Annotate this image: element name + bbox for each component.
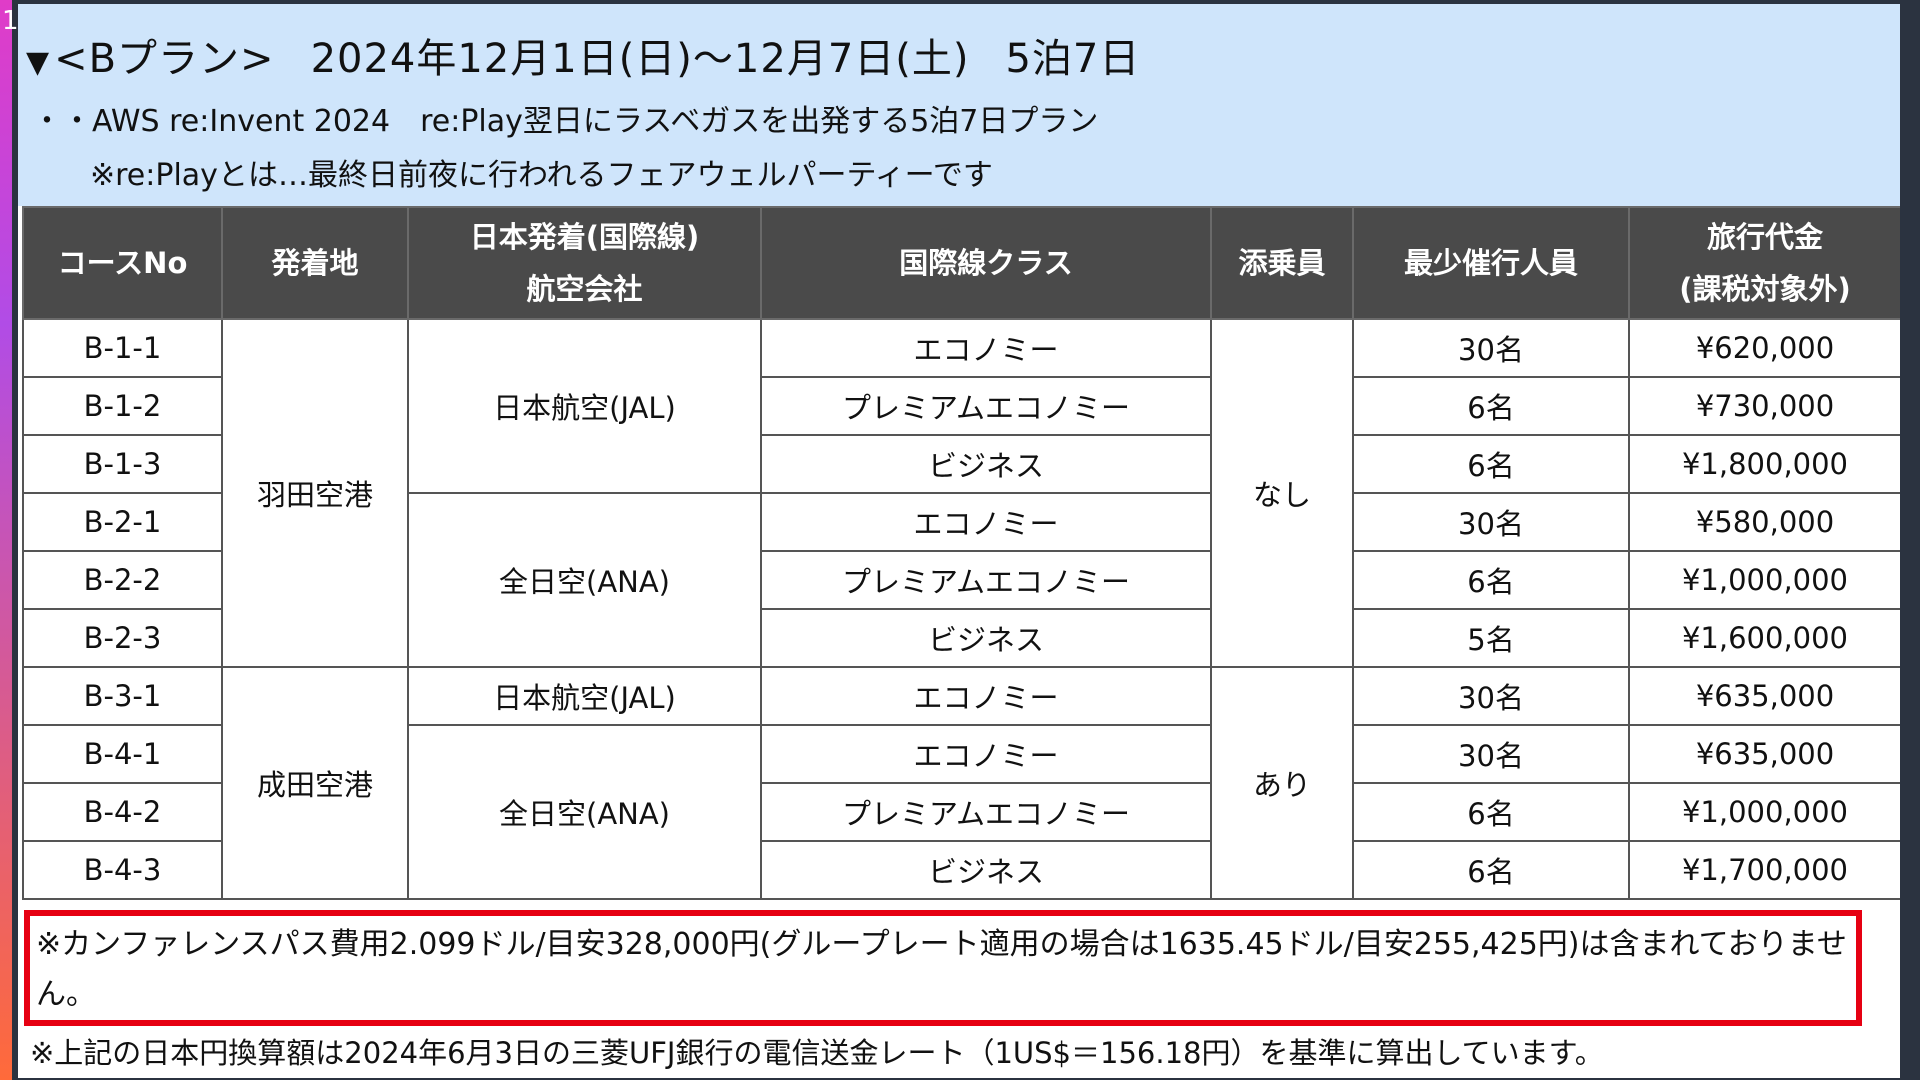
price-cell: ¥1,600,000 [1628, 608, 1900, 668]
price-cell: ¥730,000 [1628, 376, 1900, 436]
header-seat-class: 国際線クラス [760, 206, 1212, 320]
origin-cell: 羽田空港 [221, 318, 409, 668]
origin-cell: 成田空港 [221, 666, 409, 900]
table-header-row: コースNo 発着地 日本発着(国際線) 航空会社 国際線クラス 添乗員 最少催行人… [22, 206, 1900, 320]
course-no-cell: B-1-2 [22, 376, 223, 436]
course-no-cell: B-2-1 [22, 492, 223, 552]
table-row: B-1-1 羽田空港 日本航空(JAL) エコノミー なし 30名 ¥620,0… [22, 318, 1900, 668]
course-no-cell: B-3-1 [22, 666, 223, 726]
table-row: B-2-1 全日空(ANA) エコノミー 30名 ¥580,000 [22, 492, 1900, 668]
table-row: B-4-3 ビジネス 6名 ¥1,700,000 [22, 840, 1900, 900]
table-row: B-4-1 全日空(ANA) エコノミー 30名 ¥635,000 [22, 724, 1900, 900]
seat-class-cell: ビジネス [760, 840, 1212, 900]
plan-header: ▼ <Bプラン> 2024年12月1日(日)〜12月7日(土) 5泊7日 ・・AWS … [18, 4, 1900, 206]
min-participants-cell: 6名 [1352, 550, 1630, 610]
course-no-cell: B-2-3 [22, 608, 223, 668]
course-no-cell: B-4-2 [22, 782, 223, 842]
course-no-cell: B-1-3 [22, 434, 223, 494]
header-airline: 日本発着(国際線) 航空会社 [407, 206, 762, 320]
plan-description: ・・AWS re:Invent 2024 re:Play翌日にラスベガスを出発す… [32, 104, 1099, 139]
seat-class-cell: プレミアムエコノミー [760, 550, 1212, 610]
edge-accent-strip [0, 0, 12, 1080]
airline-cell: 日本航空(JAL) [407, 666, 762, 726]
airline-cell: 日本航空(JAL) [407, 318, 762, 494]
header-escort: 添乗員 [1210, 206, 1354, 320]
price-cell: ¥635,000 [1628, 724, 1900, 784]
price-cell: ¥580,000 [1628, 492, 1900, 552]
seat-class-cell: ビジネス [760, 608, 1212, 668]
table-row: B-1-3 ビジネス 6名 ¥1,800,000 [22, 434, 1900, 494]
min-participants-cell: 30名 [1352, 724, 1630, 784]
min-participants-cell: 6名 [1352, 376, 1630, 436]
exchange-rate-note: ※上記の日本円換算額は2024年6月3日の三菱UFJ銀行の電信送金レート（1US… [30, 1036, 1604, 1070]
table-row: B-2-2 プレミアムエコノミー 6名 ¥1,000,000 [22, 550, 1900, 610]
course-no-cell: B-1-1 [22, 318, 223, 378]
header-origin: 発着地 [221, 206, 409, 320]
table-row: B-1-2 プレミアムエコノミー 6名 ¥730,000 [22, 376, 1900, 436]
price-cell: ¥1,800,000 [1628, 434, 1900, 494]
seat-class-cell: エコノミー [760, 724, 1212, 784]
price-cell: ¥1,000,000 [1628, 782, 1900, 842]
header-min-participants: 最少催行人員 [1352, 206, 1630, 320]
seat-class-cell: エコノミー [760, 318, 1212, 378]
escort-cell: あり [1210, 666, 1354, 900]
min-participants-cell: 6名 [1352, 840, 1630, 900]
min-participants-cell: 30名 [1352, 666, 1630, 726]
seat-class-cell: プレミアムエコノミー [760, 782, 1212, 842]
header-course-no: コースNo [22, 206, 223, 320]
min-participants-cell: 5名 [1352, 608, 1630, 668]
course-table: コースNo 発着地 日本発着(国際線) 航空会社 国際線クラス 添乗員 最少催行人… [22, 206, 1900, 900]
conference-pass-note: ※カンファレンスパス費用2.099ドル/目安328,000円(グループレート適用… [24, 910, 1862, 1026]
slide-number: 1 [2, 6, 19, 36]
table-row: B-2-3 ビジネス 5名 ¥1,600,000 [22, 608, 1900, 668]
price-cell: ¥1,000,000 [1628, 550, 1900, 610]
plan-sheet: ▼ <Bプラン> 2024年12月1日(日)〜12月7日(土) 5泊7日 ・・AWS … [18, 4, 1900, 1078]
escort-cell: なし [1210, 318, 1354, 668]
airline-cell: 全日空(ANA) [407, 492, 762, 668]
seat-class-cell: エコノミー [760, 666, 1212, 726]
min-participants-cell: 6名 [1352, 434, 1630, 494]
price-cell: ¥1,700,000 [1628, 840, 1900, 900]
plan-name: <Bプラン> [54, 36, 275, 82]
plan-title: ▼ <Bプラン> 2024年12月1日(日)〜12月7日(土) 5泊7日 [26, 26, 1140, 84]
table-row: B-3-1 成田空港 日本航空(JAL) エコノミー あり 30名 ¥635,0… [22, 666, 1900, 900]
plan-duration: 5泊7日 [1005, 36, 1141, 82]
price-cell: ¥635,000 [1628, 666, 1900, 726]
seat-class-cell: エコノミー [760, 492, 1212, 552]
seat-class-cell: ビジネス [760, 434, 1212, 494]
header-price: 旅行代金 (課税対象外) [1628, 206, 1900, 320]
course-no-cell: B-2-2 [22, 550, 223, 610]
course-no-cell: B-4-3 [22, 840, 223, 900]
replay-note: ※re:Playとは…最終日前夜に行われるフェアウェルパーティーです [90, 158, 993, 193]
table-row: B-4-2 プレミアムエコノミー 6名 ¥1,000,000 [22, 782, 1900, 842]
seat-class-cell: プレミアムエコノミー [760, 376, 1212, 436]
course-no-cell: B-4-1 [22, 724, 223, 784]
triangle-down-icon[interactable]: ▼ [26, 45, 51, 80]
price-cell: ¥620,000 [1628, 318, 1900, 378]
plan-dates: 2024年12月1日(日)〜12月7日(土) [310, 36, 970, 82]
min-participants-cell: 30名 [1352, 492, 1630, 552]
airline-cell: 全日空(ANA) [407, 724, 762, 900]
min-participants-cell: 6名 [1352, 782, 1630, 842]
min-participants-cell: 30名 [1352, 318, 1630, 378]
